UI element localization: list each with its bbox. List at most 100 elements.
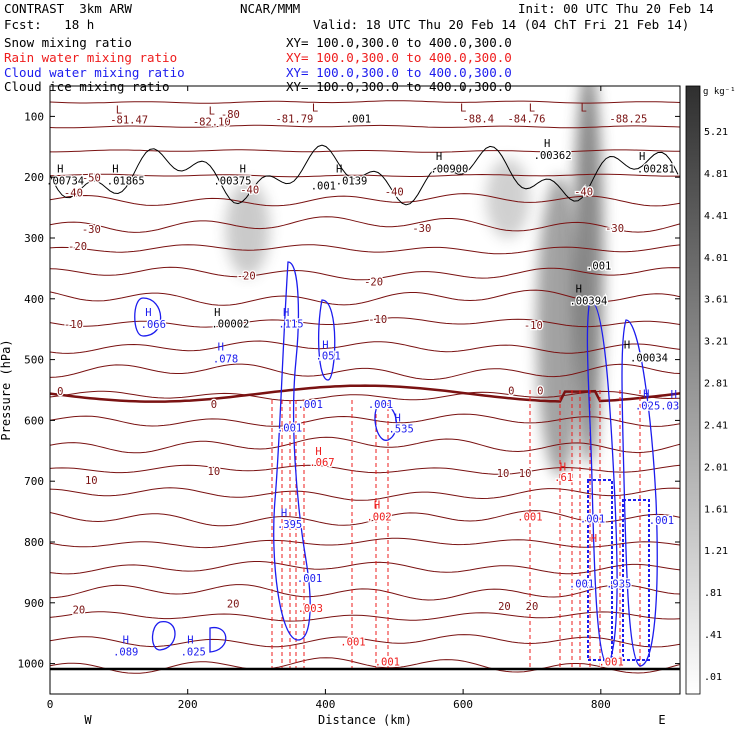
contour-value-label: .001 (580, 514, 605, 526)
colorbar-label: 4.41 (704, 211, 728, 222)
isotherm (50, 266, 680, 281)
contour-value-label: 10 (208, 466, 221, 478)
contour-value-label: -10 (368, 314, 387, 326)
contour-value-label: .089 (113, 647, 138, 659)
legend-cloud-water-label: Cloud water mixing ratio (4, 65, 185, 80)
colorbar (685, 85, 701, 695)
contour-value-label: .001 (297, 573, 322, 585)
contour-value-label: .001 (649, 515, 674, 527)
low-marker: L (312, 103, 318, 115)
low-marker: L (580, 103, 586, 115)
isotherm (50, 124, 680, 129)
isotherm (50, 340, 680, 354)
contour-value-label: 10 (497, 468, 510, 480)
isotherm (50, 193, 680, 207)
init-time: Init: 00 UTC Thu 20 Feb 14 (518, 1, 714, 16)
isotherm (50, 464, 680, 475)
contour-value-label: .001 (586, 261, 611, 273)
low-marker: L (460, 103, 466, 115)
high-marker: H (57, 163, 63, 175)
rain-contour-layer (271, 390, 641, 668)
colorbar-label: 2.41 (704, 420, 728, 431)
west-label: W (84, 713, 92, 727)
isotherm (50, 244, 680, 255)
contour-value-label: .0139 (336, 175, 368, 187)
contour-value-label: .115 (278, 318, 303, 330)
contour-value-label: -20 (68, 241, 87, 253)
contour-value-label: .00281 (637, 163, 675, 175)
contour-value-label: .00002 (211, 318, 249, 330)
colorbar-label: .81 (704, 588, 722, 599)
snow-plume (485, 158, 530, 239)
contour-value-label: -81.79 (275, 113, 313, 125)
legend-rain-label: Rain water mixing ratio (4, 50, 178, 65)
colorbar-label: 4.81 (704, 169, 728, 180)
y-tick-label: 700 (24, 475, 44, 488)
contour-value-label: 20 (73, 605, 86, 617)
contour-value-label: .051 (316, 351, 341, 363)
isotherm (50, 216, 680, 233)
high-marker: H (123, 635, 129, 647)
x-tick-label: 0 (47, 698, 54, 711)
isotherm (50, 584, 680, 601)
freezing-level-contour (50, 384, 680, 403)
high-marker: H (624, 340, 630, 352)
high-marker: H (591, 533, 597, 545)
valid-time: Valid: 18 UTC Thu 20 Feb 14 (04 ChT Fri … (313, 17, 690, 32)
cloud-water-core (622, 499, 650, 661)
east-label: E (658, 713, 665, 727)
contour-value-label: -80 (221, 109, 240, 121)
contour-value-label: .001 (311, 180, 336, 192)
isotherm (50, 657, 680, 674)
contour-value-label: -88.4 (462, 113, 494, 125)
cloud-ice-contour (50, 144, 679, 206)
high-marker: H (218, 341, 224, 353)
isotherm (50, 611, 680, 622)
isotherm (50, 510, 680, 527)
contour-value-label: .001 (277, 422, 302, 434)
colorbar-label: 3.61 (704, 295, 728, 306)
contour-value-label: .001 (598, 656, 623, 668)
y-tick-label: 800 (24, 536, 44, 549)
contour-value-label: .001 (346, 113, 371, 125)
contour-value-label: .067 (309, 457, 334, 469)
high-marker: H (281, 507, 287, 519)
colorbar-label: 2.81 (704, 379, 728, 390)
contour-value-label: .003 (298, 603, 323, 615)
colorbar-unit: g kg⁻¹ (703, 87, 736, 97)
high-marker: H (395, 413, 401, 425)
y-tick-label: 1000 (18, 658, 45, 671)
high-marker: H (240, 163, 246, 175)
plot-frame (49, 85, 681, 695)
high-marker: H (436, 151, 442, 163)
cloud-water-contour (209, 627, 227, 653)
contour-value-label: .395 (277, 519, 302, 531)
cloud-water-core (587, 479, 613, 661)
high-marker: H (560, 461, 566, 473)
contour-value-label: .535 (388, 424, 413, 436)
snow-plume (573, 86, 604, 466)
high-marker: H (322, 340, 328, 352)
contour-value-label: .61 (554, 472, 573, 484)
contour-value-label: -82.10 (193, 117, 231, 129)
x-tick-label: 800 (591, 698, 611, 711)
forecast-hour: Fcst: 18 h (4, 17, 95, 32)
legend-rain-xy: XY= 100.0,300.0 to 400.0,300.0 (286, 50, 512, 65)
contour-value-label: -20 (364, 276, 383, 288)
high-marker: H (145, 307, 151, 319)
cloud-water-contour-layer (134, 261, 658, 667)
y-axis-title: Pressure (hPa) (0, 339, 13, 440)
organization-label: NCAR/MMM (240, 1, 301, 16)
colorbar-label: 4.01 (704, 253, 728, 264)
high-marker: H (671, 389, 677, 401)
colorbar-label: 1.61 (704, 504, 728, 515)
legend-snow-label: Snow mixing ratio (4, 35, 132, 50)
snow-plume (225, 181, 270, 277)
contour-value-label: .00900 (430, 163, 468, 175)
y-tick-label: 900 (24, 597, 44, 610)
y-tick-label: 200 (24, 171, 44, 184)
contour-value-label: -30 (605, 223, 624, 235)
contour-value-label: .078 (213, 354, 238, 366)
